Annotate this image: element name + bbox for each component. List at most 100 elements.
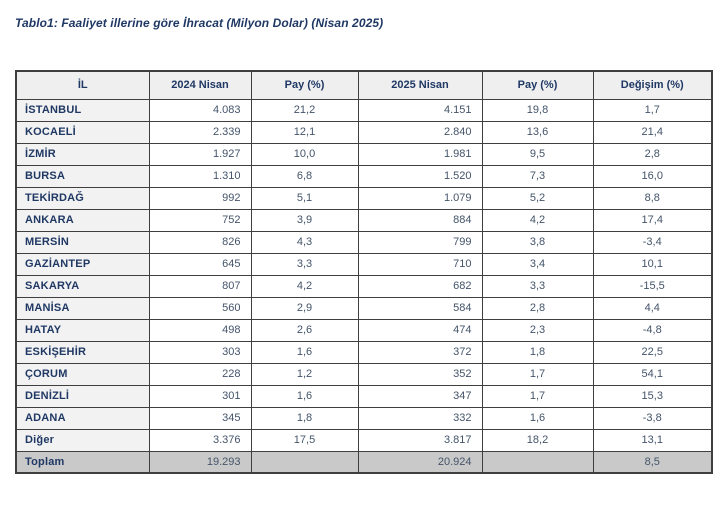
cell-province: İSTANBUL [15,98,150,122]
cell-2024-value: 301 [148,384,252,408]
cell-province: ADANA [15,406,150,430]
cell-province: TEKİRDAĞ [15,186,150,210]
cell-2025-share: 19,8 [481,98,594,122]
cell-2025-value: 1.981 [357,142,483,166]
cell-2025-value: 1.079 [357,186,483,210]
cell-2024-value: 807 [148,274,252,298]
table-row: ADANA 345 1,8 332 1,6 -3,8 [15,406,713,430]
cell-2025-value: 4.151 [357,98,483,122]
cell-2024-share: 6,8 [250,164,359,188]
cell-province: BURSA [15,164,150,188]
cell-2024-value: 19.293 [148,450,252,474]
table-row: ANKARA 752 3,9 884 4,2 17,4 [15,208,713,232]
cell-province: Toplam [15,450,150,474]
cell-2025-value: 332 [357,406,483,430]
cell-2025-share: 5,2 [481,186,594,210]
table-row: KOCAELİ 2.339 12,1 2.840 13,6 21,4 [15,120,713,144]
cell-2024-share: 4,3 [250,230,359,254]
cell-2025-share: 1,6 [481,406,594,430]
table-row: Toplam 19.293 20.924 8,5 [15,450,713,474]
cell-province: ANKARA [15,208,150,232]
cell-2024-value: 4.083 [148,98,252,122]
cell-2024-value: 228 [148,362,252,386]
cell-2025-share: 3,4 [481,252,594,276]
column-header: Değişim (%) [592,70,713,100]
cell-change: 10,1 [592,252,713,276]
cell-2025-value: 584 [357,296,483,320]
table-row: İSTANBUL 4.083 21,2 4.151 19,8 1,7 [15,98,713,122]
cell-province: ESKİŞEHİR [15,340,150,364]
cell-2025-share: 18,2 [481,428,594,452]
cell-province: DENİZLİ [15,384,150,408]
table-row: GAZİANTEP 645 3,3 710 3,4 10,1 [15,252,713,276]
cell-2024-value: 1.927 [148,142,252,166]
cell-2025-share: 1,7 [481,362,594,386]
cell-province: HATAY [15,318,150,342]
cell-change: 22,5 [592,340,713,364]
column-header: 2025 Nisan [357,70,483,100]
cell-2024-share: 1,6 [250,340,359,364]
cell-2025-value: 372 [357,340,483,364]
cell-change: -3,4 [592,230,713,254]
table-row: SAKARYA 807 4,2 682 3,3 -15,5 [15,274,713,298]
cell-2024-share: 4,2 [250,274,359,298]
table-title: Tablo1: Faaliyet illerine göre İhracat (… [15,16,384,30]
cell-2025-share: 3,8 [481,230,594,254]
cell-2025-share: 13,6 [481,120,594,144]
cell-2024-value: 2.339 [148,120,252,144]
cell-2024-value: 303 [148,340,252,364]
column-header: Pay (%) [481,70,594,100]
cell-2025-share: 4,2 [481,208,594,232]
table-row: Diğer 3.376 17,5 3.817 18,2 13,1 [15,428,713,452]
cell-2025-share: 9,5 [481,142,594,166]
cell-2024-value: 3.376 [148,428,252,452]
cell-change: 2,8 [592,142,713,166]
cell-2025-share: 1,7 [481,384,594,408]
report-page: Tablo1: Faaliyet illerine göre İhracat (… [15,16,713,474]
cell-2025-value: 20.924 [357,450,483,474]
table-row: ESKİŞEHİR 303 1,6 372 1,8 22,5 [15,340,713,364]
table-row: DENİZLİ 301 1,6 347 1,7 15,3 [15,384,713,408]
table-row: İZMİR 1.927 10,0 1.981 9,5 2,8 [15,142,713,166]
cell-change: 8,5 [592,450,713,474]
table-body: İSTANBUL 4.083 21,2 4.151 19,8 1,7 KOCAE… [15,98,713,474]
export-by-province-table: İL 2024 Nisan Pay (%) 2025 Nisan Pay (%) Deği… [15,70,713,474]
cell-2024-value: 992 [148,186,252,210]
cell-2025-value: 3.817 [357,428,483,452]
header-row: İL 2024 Nisan Pay (%) 2025 Nisan Pay (%) Deği… [15,70,713,100]
cell-change: -4,8 [592,318,713,342]
cell-province: KOCAELİ [15,120,150,144]
cell-change: 21,4 [592,120,713,144]
cell-change: 8,8 [592,186,713,210]
cell-2024-share: 1,8 [250,406,359,430]
cell-2024-value: 345 [148,406,252,430]
cell-2025-share: 2,3 [481,318,594,342]
cell-2025-share: 2,8 [481,296,594,320]
cell-2025-share: 7,3 [481,164,594,188]
cell-2024-share: 21,2 [250,98,359,122]
cell-2025-value: 884 [357,208,483,232]
cell-2024-share: 1,2 [250,362,359,386]
table-row: BURSA 1.310 6,8 1.520 7,3 16,0 [15,164,713,188]
cell-2024-share: 2,9 [250,296,359,320]
table-row: MERSİN 826 4,3 799 3,8 -3,4 [15,230,713,254]
cell-2025-value: 799 [357,230,483,254]
column-header: İL [15,70,150,100]
cell-2025-value: 682 [357,274,483,298]
cell-change: 1,7 [592,98,713,122]
cell-province: Diğer [15,428,150,452]
cell-change: -3,8 [592,406,713,430]
cell-2025-share [481,450,594,474]
table-row: TEKİRDAĞ 992 5,1 1.079 5,2 8,8 [15,186,713,210]
cell-2025-value: 474 [357,318,483,342]
cell-2025-share: 3,3 [481,274,594,298]
cell-change: 13,1 [592,428,713,452]
cell-2025-value: 347 [357,384,483,408]
column-header: Pay (%) [250,70,359,100]
cell-change: 15,3 [592,384,713,408]
cell-province: SAKARYA [15,274,150,298]
cell-2024-value: 498 [148,318,252,342]
table-row: HATAY 498 2,6 474 2,3 -4,8 [15,318,713,342]
cell-change: 16,0 [592,164,713,188]
cell-2024-share: 3,9 [250,208,359,232]
